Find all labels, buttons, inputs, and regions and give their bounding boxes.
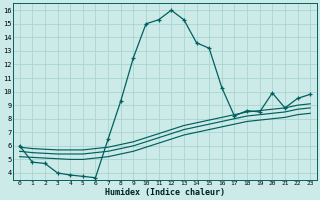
X-axis label: Humidex (Indice chaleur): Humidex (Indice chaleur)	[105, 188, 225, 197]
